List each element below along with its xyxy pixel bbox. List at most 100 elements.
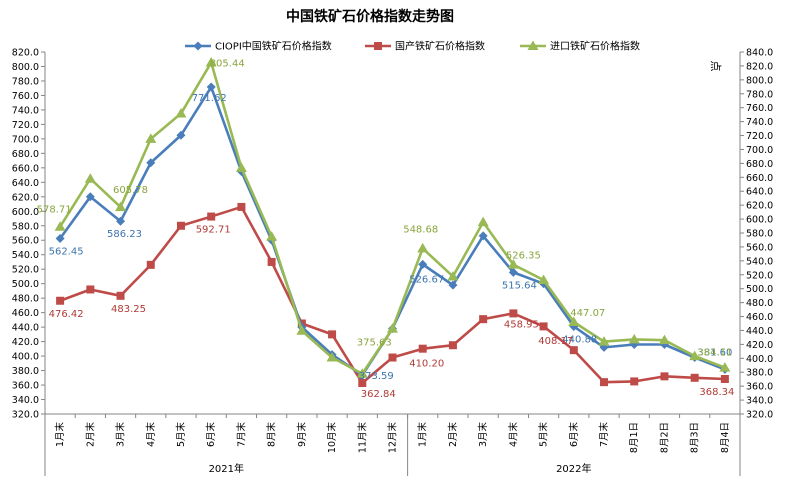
- left-tick-label: 720.0: [12, 120, 39, 131]
- data-point-ciopi: [448, 280, 458, 290]
- legend-marker: [527, 40, 539, 50]
- right-tick-label: 360.0: [746, 382, 773, 393]
- data-point-domestic: [690, 373, 699, 382]
- x-category-label: 6月末: [205, 422, 217, 448]
- right-tick-label: 420.0: [746, 340, 773, 351]
- x-category-label: 4月末: [507, 422, 519, 448]
- data-label: 476.42: [49, 309, 84, 320]
- left-tick-label: 580.0: [12, 221, 39, 232]
- left-tick-label: 740.0: [12, 105, 39, 116]
- data-point-domestic: [720, 375, 729, 384]
- x-category-label: 7月末: [235, 422, 247, 448]
- x-category-label: 10月末: [326, 422, 338, 454]
- left-tick-label: 320.0: [12, 410, 39, 421]
- data-point-domestic: [86, 285, 95, 294]
- data-label: 408.17: [538, 336, 573, 347]
- right-tick-label: 840.0: [746, 48, 773, 59]
- left-tick-label: 440.0: [12, 323, 39, 334]
- data-point-import: [628, 333, 640, 344]
- data-point-domestic: [630, 377, 639, 386]
- data-label: 375.63: [357, 338, 392, 349]
- series-layer: [54, 57, 731, 387]
- left-tick-label: 340.0: [12, 395, 39, 406]
- right-tick-label: 460.0: [746, 312, 773, 323]
- left-tick-label: 680.0: [12, 149, 39, 160]
- data-point-ciopi: [176, 130, 186, 140]
- x-category-label: 1月末: [54, 422, 66, 448]
- right-tick-label: 620.0: [746, 201, 773, 212]
- data-point-ciopi: [418, 259, 428, 269]
- left-tick-label: 560.0: [12, 236, 39, 247]
- data-label: 526.67: [409, 274, 444, 285]
- data-point-ciopi: [116, 216, 126, 226]
- series-domestic: [56, 202, 729, 387]
- data-point-import: [266, 231, 278, 241]
- legend-item-domestic: 国产铁矿石价格指数: [365, 40, 485, 53]
- data-labels: 562.45 586.23 771.62 373.59 526.67 515.64 440.…: [37, 59, 735, 400]
- data-label: 384.11: [697, 348, 732, 359]
- data-point-domestic: [328, 330, 337, 339]
- chart-title: 中国铁矿石价格指数走势图: [286, 8, 454, 25]
- data-label: 578.71: [37, 205, 72, 216]
- right-tick-label: 640.0: [746, 187, 773, 198]
- data-point-domestic: [479, 315, 488, 324]
- data-label: 381.60: [697, 347, 732, 358]
- left-tick-label: 600.0: [12, 207, 39, 218]
- x-category-label: 8月2日: [659, 422, 670, 453]
- right-axis-unit: 点: [709, 61, 722, 72]
- legend-item-import: 进口铁矿石价格指数: [520, 40, 640, 53]
- x-category-label: 5月末: [538, 422, 550, 448]
- data-label: 526.35: [506, 251, 541, 262]
- data-point-import: [205, 57, 217, 67]
- right-tick-label: 520.0: [746, 270, 773, 281]
- data-point-import: [175, 108, 187, 118]
- left-tick-label: 700.0: [12, 134, 39, 145]
- data-label: 440.88: [562, 334, 597, 345]
- data-point-domestic: [539, 322, 548, 331]
- year-group-label: 2021年: [209, 462, 244, 475]
- data-label: 586.23: [107, 229, 142, 240]
- data-point-domestic: [267, 257, 276, 266]
- left-tick-label: 520.0: [12, 265, 39, 276]
- data-point-import: [568, 316, 580, 327]
- x-category-label: 4月末: [145, 422, 157, 448]
- data-point-ciopi: [85, 192, 95, 202]
- data-label: 805.44: [210, 59, 245, 70]
- data-point-import: [447, 270, 459, 281]
- data-point-import: [477, 216, 489, 227]
- right-tick-label: 540.0: [746, 256, 773, 267]
- left-tick-label: 400.0: [12, 352, 39, 363]
- legend-label: 国产铁矿石价格指数: [395, 40, 485, 53]
- data-point-import: [84, 173, 96, 183]
- data-point-import: [719, 362, 731, 372]
- left-tick-label: 620.0: [12, 192, 39, 203]
- left-tick-label: 800.0: [12, 62, 39, 73]
- data-label: 515.64: [502, 280, 537, 291]
- data-point-ciopi: [55, 233, 65, 243]
- data-point-domestic: [176, 221, 185, 230]
- data-label: 548.68: [403, 224, 438, 235]
- x-category-label: 11月末: [356, 422, 368, 454]
- x-category-label: 5月末: [175, 422, 187, 448]
- right-tick-label: 600.0: [746, 215, 773, 226]
- right-tick-label: 780.0: [746, 89, 773, 100]
- left-tick-label: 540.0: [12, 250, 39, 261]
- data-point-import: [598, 336, 610, 346]
- data-point-ciopi: [146, 158, 156, 168]
- data-point-domestic: [358, 378, 367, 387]
- data-point-ciopi: [508, 267, 518, 277]
- data-point-domestic: [418, 344, 427, 353]
- data-point-domestic: [146, 260, 155, 269]
- data-point-import: [507, 259, 519, 269]
- right-tick-label: 760.0: [746, 103, 773, 114]
- data-point-import: [356, 368, 368, 378]
- left-tick-label: 460.0: [12, 308, 39, 319]
- data-point-domestic: [569, 346, 578, 355]
- right-tick-label: 340.0: [746, 396, 773, 407]
- x-category-label: 8月1日: [629, 422, 640, 453]
- x-category-label: 3月末: [477, 422, 489, 448]
- data-label: 483.25: [111, 304, 146, 315]
- x-category-label: 9月末: [296, 422, 308, 448]
- data-point-import: [54, 221, 66, 231]
- right-tick-label: 740.0: [746, 117, 773, 128]
